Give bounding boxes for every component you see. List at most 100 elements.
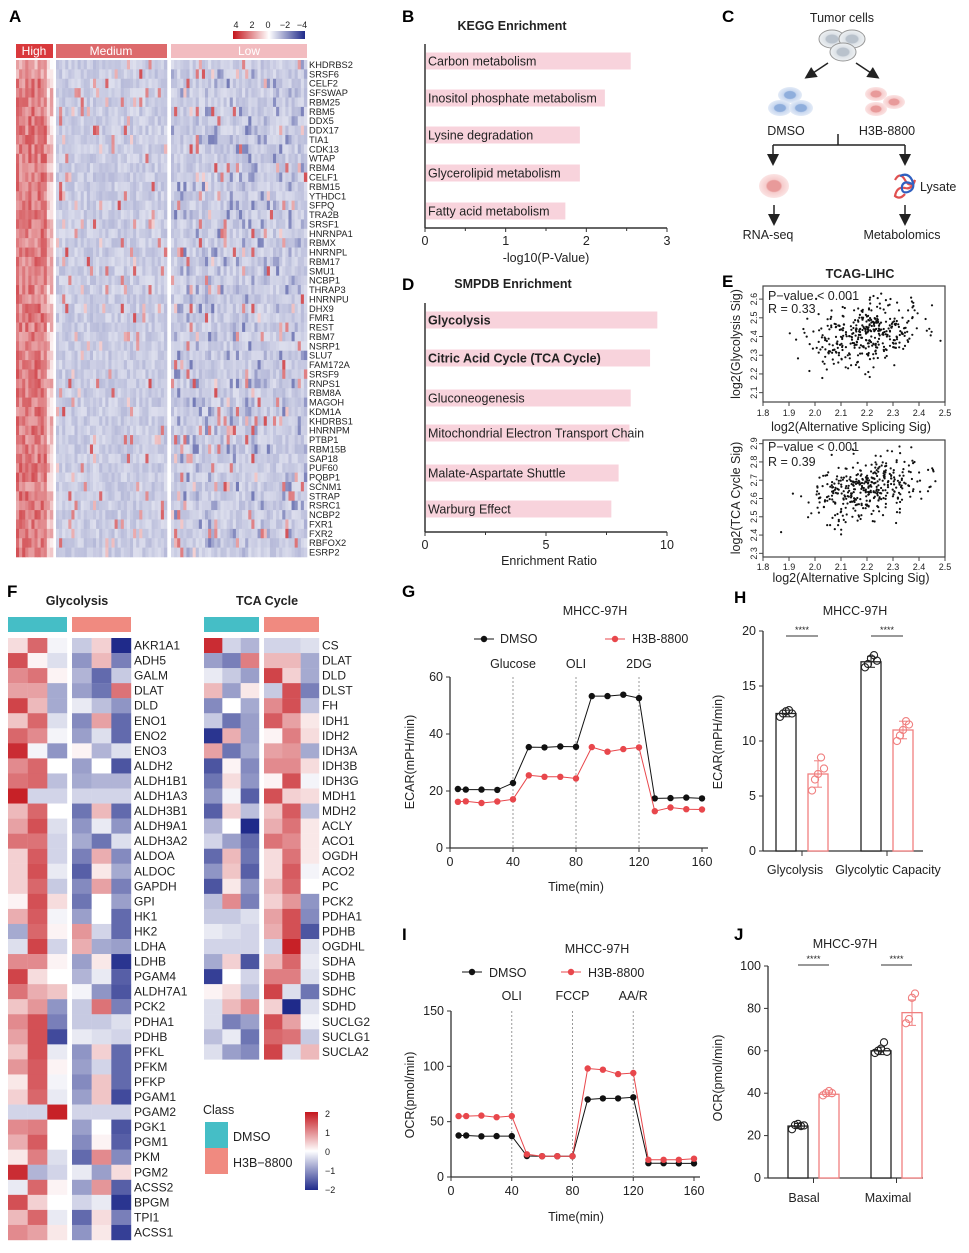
heatmap-cell: [291, 538, 295, 548]
heatmap-cell: [285, 463, 289, 473]
heatmap-cell: [56, 200, 60, 211]
heatmap-cell: [154, 210, 159, 220]
heatmap-cell: [56, 388, 60, 398]
heatmap-cell: [148, 510, 152, 520]
heatmap-cell: [282, 406, 286, 417]
heatmap-cell: [89, 472, 94, 483]
heatmap-cell: [186, 406, 190, 417]
heatmap-cell: [74, 472, 78, 483]
heatmap-cell: [151, 60, 155, 70]
heatmap-cell: [248, 97, 252, 108]
heatmap-cell: [28, 69, 32, 80]
heatmap-cell: [65, 78, 69, 89]
heatmap-cell: [37, 172, 41, 183]
heatmap-cell: [102, 369, 106, 380]
heatmap-cell: [279, 350, 283, 361]
heatmap-cell: [46, 275, 51, 286]
heatmap-cell: [303, 425, 308, 436]
heatmap-cell: [68, 294, 72, 305]
heatmap-cell: [229, 163, 234, 173]
heatmap-cell: [31, 416, 35, 427]
heatmap-cell: [136, 181, 140, 192]
heatmap-cell: [160, 444, 165, 455]
heatmap-cell: [83, 472, 88, 483]
heatmap-cell: [120, 219, 125, 230]
heatmap-cell: [229, 191, 234, 201]
heatmap-cell: [223, 97, 227, 108]
heatmap-cell: [239, 322, 243, 333]
heatmap-cell: [174, 388, 178, 398]
heatmap-cell: [211, 78, 215, 89]
heatmap-cell: [163, 153, 168, 164]
gene-label: PQBP1: [309, 473, 340, 483]
heatmap-cell: [136, 313, 140, 323]
heatmap-cell: [108, 453, 112, 464]
heatmap-cell: [19, 388, 23, 398]
heatmap-cell: [99, 481, 103, 492]
heatmap-cell: [195, 444, 200, 455]
heatmap-cell: [208, 528, 212, 539]
heatmap-cell: [297, 378, 302, 389]
heatmap-cell: [126, 125, 131, 136]
heatmap-cell: [40, 97, 45, 108]
heatmap-cell: [31, 78, 35, 89]
heatmap-cell: [186, 200, 190, 211]
heatmap-cell: [80, 247, 85, 258]
heatmap-cell: [297, 97, 302, 108]
heatmap-cell: [139, 153, 143, 164]
heatmap-cell: [68, 191, 72, 201]
heatmap-cell: [71, 313, 75, 323]
heatmap-cell: [279, 285, 283, 295]
heatmap-cell: [297, 341, 302, 351]
heatmap-cell: [83, 153, 88, 164]
heatmap-cell: [31, 69, 35, 80]
heatmap-cell: [117, 444, 122, 455]
heatmap-cell: [77, 106, 81, 117]
heatmap-cell: [297, 266, 302, 276]
heatmap-cell: [160, 303, 165, 314]
heatmap-cell: [269, 472, 274, 483]
heatmap-cell: [28, 322, 32, 333]
heatmap-cell: [136, 135, 140, 145]
heatmap-cell: [62, 378, 66, 389]
heatmap-cell: [16, 153, 20, 164]
heatmap-cell: [62, 125, 66, 136]
heatmap-cell: [251, 88, 255, 98]
heatmap-cell: [223, 472, 227, 483]
heatmap-cell: [148, 88, 152, 98]
heatmap-cell: [171, 294, 175, 305]
heatmap-cell: [130, 472, 134, 483]
heatmap-cell: [28, 210, 32, 220]
heatmap-cell: [126, 463, 131, 473]
heatmap-cell: [74, 228, 78, 239]
heatmap-cell: [160, 491, 165, 502]
heatmap-cell: [49, 266, 54, 276]
heatmap-cell: [205, 406, 209, 417]
heatmap-cell: [263, 435, 268, 445]
heatmap-cell: [56, 125, 60, 136]
heatmap-cell: [276, 453, 280, 464]
bar: [426, 349, 651, 367]
heatmap-cell: [205, 97, 209, 108]
heatmap-cell: [148, 116, 152, 126]
heatmap-cell: [31, 256, 35, 267]
heatmap-cell: [239, 341, 243, 351]
heatmap-cell: [25, 500, 29, 511]
heatmap-cell: [154, 172, 159, 183]
heatmap-cell: [105, 247, 109, 258]
heatmap-cell: [251, 397, 255, 408]
bar: [426, 389, 631, 407]
heatmap-cell: [139, 481, 143, 492]
heatmap-cell: [229, 416, 234, 427]
heatmap-cell: [74, 97, 78, 108]
heatmap-cell: [120, 528, 125, 539]
heatmap-cell: [260, 472, 265, 483]
heatmap-cell: [83, 331, 88, 342]
heatmap-cell: [102, 388, 106, 398]
heatmap-cell: [145, 528, 149, 539]
heatmap-cell: [163, 78, 168, 89]
heatmap-cell: [56, 331, 60, 342]
bar-label: Citric Acid Cycle (TCA Cycle): [428, 352, 601, 366]
heatmap-cell: [105, 172, 109, 183]
heatmap-cell: [208, 191, 212, 201]
